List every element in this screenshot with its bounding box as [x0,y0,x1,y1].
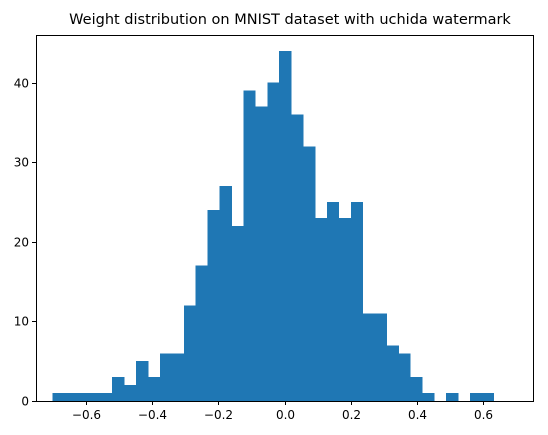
x-tick-label-6: 0.6 [474,408,493,422]
y-tick-label-4: 40 [14,77,29,91]
histogram-bar-28 [386,345,399,401]
y-tick-label-1: 10 [14,315,29,329]
histogram-bar-35 [470,393,483,401]
histogram-bar-30 [410,377,423,401]
histogram-bar-31 [422,393,435,401]
histogram-bar-9 [159,353,173,401]
histogram-bar-25 [350,202,363,401]
histogram-bar-18 [267,82,280,402]
histogram-bar-0 [52,393,65,401]
histogram-bar-13 [207,210,220,401]
histogram-bar-4 [100,393,113,401]
axes-group: −0.6 −0.4 −0.2 0.0 0.2 0.4 0.6 0 10 20 30 40 [14,35,534,422]
histogram-bar-5 [112,377,125,401]
histogram-bar-23 [326,202,340,401]
histogram-bar-33 [446,393,459,401]
histogram-bar-27 [374,313,387,401]
histogram-bar-24 [338,218,352,401]
histogram-bar-14 [219,186,232,401]
x-tick-label-2: −0.2 [204,408,233,422]
x-tick-label-0: −0.6 [72,408,101,422]
histogram-bar-15 [231,225,244,401]
histogram-bar-3 [88,393,101,401]
histogram-bar-10 [171,353,185,401]
histogram-bar-2 [76,393,89,401]
histogram-bar-8 [147,377,161,401]
y-tick-label-0: 0 [21,395,29,409]
histogram-bar-21 [303,146,316,401]
histogram-bar-17 [255,106,268,402]
bars-group [52,50,495,402]
histogram-bar-16 [243,90,256,401]
x-tick-label-3: 0.0 [276,408,295,422]
x-tick-label-5: 0.4 [408,408,427,422]
y-tick-label-3: 30 [14,156,29,170]
x-tick-label-4: 0.2 [342,408,361,422]
histogram-bar-29 [398,353,411,401]
chart-title: Weight distribution on MNIST dataset wit… [69,12,511,28]
histogram-bar-20 [291,114,304,401]
histogram-bar-19 [279,50,292,401]
histogram-bar-7 [136,361,149,401]
x-tick-label-1: −0.4 [138,408,167,422]
histogram-bar-22 [314,218,328,401]
histogram-bar-12 [195,265,208,401]
y-tick-label-2: 20 [14,236,29,250]
histogram-bar-6 [124,385,137,401]
histogram-bar-11 [183,305,196,401]
histogram-bar-1 [64,393,77,401]
histogram-bar-26 [362,313,375,401]
histogram-bar-36 [481,393,495,401]
